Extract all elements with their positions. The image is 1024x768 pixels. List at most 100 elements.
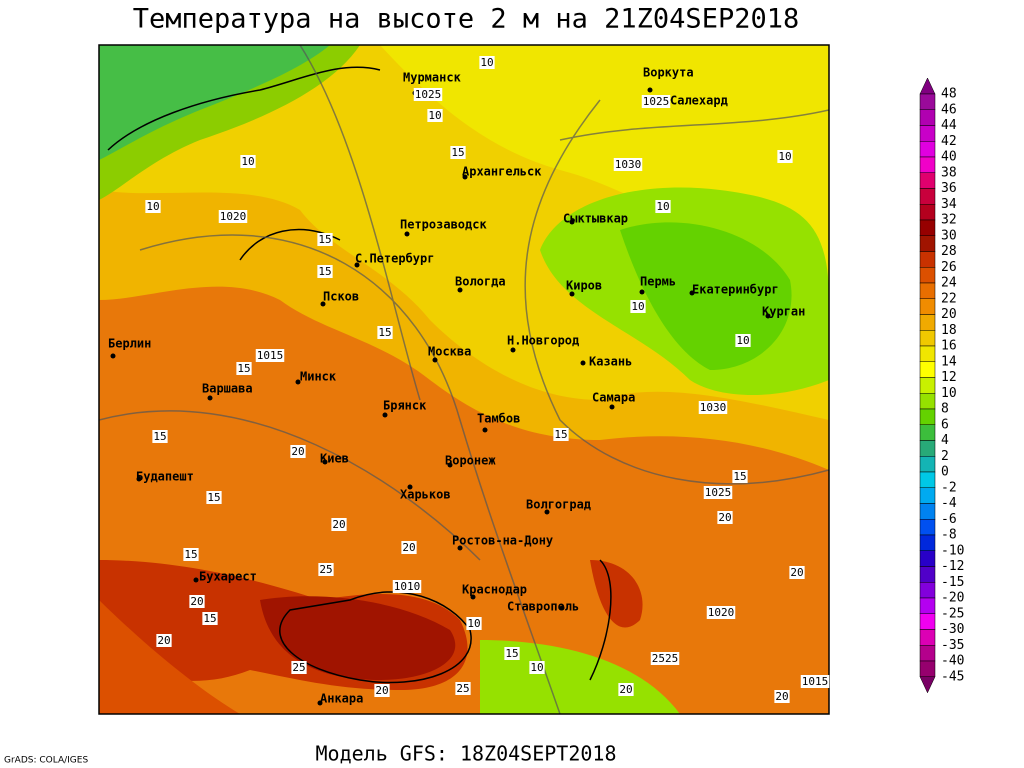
colorbar-swatch (919, 125, 936, 142)
contour-label: 15 (554, 428, 567, 441)
colorbar-label: 44 (941, 118, 957, 133)
colorbar-swatch (919, 456, 936, 473)
colorbar-swatch (919, 377, 936, 394)
contour-label: 20 (190, 595, 203, 608)
contour-label-bg (401, 541, 417, 554)
contour-label: 1020 (220, 210, 247, 223)
contour-label-bg (613, 158, 643, 171)
city-dot (689, 290, 695, 296)
contour-label-bg (255, 349, 285, 362)
city-label: Киров (566, 279, 602, 293)
colorbar-label: -10 (941, 543, 964, 558)
contour-label-bg (800, 675, 830, 688)
contour-label-bg (774, 690, 790, 703)
contour-label-bg (655, 200, 671, 213)
colorbar-swatch (919, 660, 936, 677)
contour-label-bg (218, 210, 248, 223)
contour-label: 25 (456, 682, 469, 695)
city-label: Воркута (643, 66, 694, 80)
contour-label-bg (466, 617, 482, 630)
colorbar-label: 36 (941, 181, 957, 196)
colorbar-label: 48 (941, 87, 957, 102)
city-dot (470, 594, 476, 600)
city-label: Москва (428, 345, 471, 359)
city-dot (559, 605, 565, 611)
colorbar-swatch (919, 93, 936, 110)
colorbar-swatch (919, 645, 936, 662)
contour-label: 10 (736, 334, 749, 347)
colorbar-swatch (919, 613, 936, 630)
colorbar-swatch (919, 267, 936, 284)
colorbar-label: -40 (941, 654, 964, 669)
contour-label-bg (529, 661, 545, 674)
contour-label-bg (504, 647, 520, 660)
colorbar-end (919, 77, 936, 95)
city-dot (322, 459, 328, 465)
contour-label-bg (618, 683, 634, 696)
colorbar-label: -45 (941, 669, 964, 684)
colorbar-label: -4 (941, 496, 957, 511)
contour-label-bg (236, 362, 252, 375)
contour-label: 10 (631, 300, 644, 313)
colorbar-label: 30 (941, 228, 957, 243)
contour-label: 10 (656, 200, 669, 213)
contour-label: 1025 (705, 486, 732, 499)
contour-label: 10 (778, 150, 791, 163)
colorbar-swatch (919, 219, 936, 236)
city-label: Архангельск (462, 165, 542, 179)
colorbar-swatch (919, 503, 936, 520)
contour-label: 20 (402, 541, 415, 554)
colorbar-label: 0 (941, 465, 949, 480)
colorbar-swatch (919, 109, 936, 126)
city-dot (207, 395, 213, 401)
contour-label: 10 (146, 200, 159, 213)
contour-label-bg (374, 684, 390, 697)
contour-label: 20 (619, 683, 632, 696)
contour-label-bg (735, 334, 751, 347)
contour-label-bg (317, 233, 333, 246)
colorbar-label: 16 (941, 339, 957, 354)
city-dot (193, 577, 199, 583)
contour-label-bg (641, 95, 671, 108)
city-dot (320, 301, 326, 307)
city-label: Краснодар (462, 583, 527, 597)
colorbar-swatch (919, 471, 936, 488)
city-label: Киев (320, 452, 349, 466)
colorbar: 4846444240383634323028262422201816141210… (919, 77, 964, 694)
city-dot (569, 291, 575, 297)
contour-label: 25 (292, 661, 305, 674)
city-label: Ростов-на-Дону (452, 534, 553, 548)
city-dot (482, 427, 488, 433)
contour-label: 1025 (643, 95, 670, 108)
contour-label: 20 (157, 634, 170, 647)
colorbar-label: -8 (941, 528, 957, 543)
contour-label-bg (553, 428, 569, 441)
contour-label-bg (377, 326, 393, 339)
contour-label: 15 (184, 548, 197, 561)
contour-label: 20 (718, 511, 731, 524)
colorbar-label: 24 (941, 276, 957, 291)
colorbar-label: 10 (941, 386, 957, 401)
colorbar-label: 20 (941, 307, 957, 322)
contour-label: 15 (733, 470, 746, 483)
colorbar-swatch (919, 440, 936, 457)
contour-label-bg (732, 470, 748, 483)
contour-label-bg (703, 486, 733, 499)
colorbar-swatch (919, 251, 936, 268)
city-label: Тамбов (477, 412, 520, 426)
colorbar-label: 2 (941, 449, 949, 464)
city-label: Екатеринбург (692, 283, 779, 297)
city-dot (765, 313, 771, 319)
colorbar-swatch (919, 408, 936, 425)
contour-label-bg (479, 56, 495, 69)
contour-label-bg (206, 491, 222, 504)
city-dot (580, 360, 586, 366)
contour-label-bg (630, 300, 646, 313)
city-label: Казань (589, 355, 632, 369)
colorbar-swatch (919, 361, 936, 378)
contour-label: 15 (318, 233, 331, 246)
colorbar-swatch (919, 597, 936, 614)
contour-label: 1010 (394, 580, 421, 593)
colorbar-label: -15 (941, 575, 964, 590)
